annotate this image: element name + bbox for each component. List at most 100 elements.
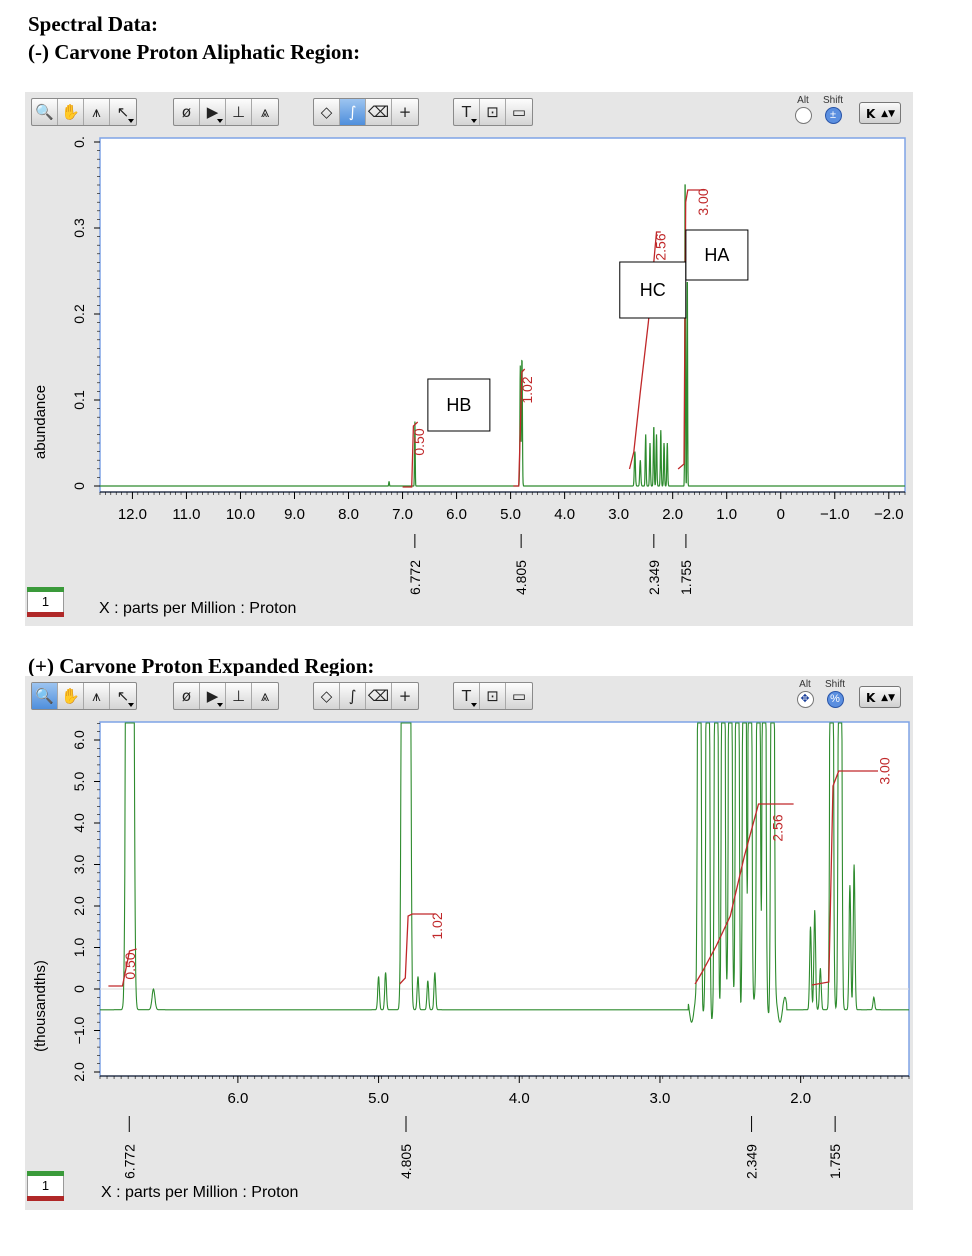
y-tick-label: 0.1: [71, 390, 87, 410]
y-tick-label: 3.0: [71, 855, 87, 875]
x-tick-label: 8.0: [338, 506, 359, 523]
peak-label: 1.755: [678, 560, 694, 595]
alt-modifier[interactable]: Alt ✥: [791, 679, 819, 708]
x-tick-label: 11.0: [172, 506, 200, 523]
baseline-icon[interactable]: ⊥: [226, 683, 252, 709]
peak-label: 2.349: [646, 560, 662, 595]
diamond-icon[interactable]: ◇: [314, 99, 340, 125]
k-selector[interactable]: K ▲▼: [859, 686, 901, 708]
x-tick-label: −1.0: [820, 506, 850, 523]
toolbar: 🔍 ✋ ⩚ ↖ ø ▶ ⊥ ⩓ ◇ ∫ ⌫ + T ⊡ ▭ Alt ✥ Shift % K ▲▼: [25, 676, 913, 712]
frame-icon[interactable]: ▭: [511, 103, 527, 121]
image-icon[interactable]: ⊡: [480, 99, 506, 125]
alt-modifier[interactable]: Alt: [789, 95, 817, 124]
crosshair-icon[interactable]: +: [398, 687, 412, 705]
frame-icon[interactable]: ▭: [511, 687, 527, 705]
peak-label: 4.805: [398, 1144, 414, 1179]
move-icon[interactable]: ✥: [796, 691, 814, 708]
arrow-icon[interactable]: ▶: [200, 683, 226, 709]
shift-label: Shift: [824, 679, 845, 690]
integral-curve: [513, 368, 526, 487]
annotation-box: [619, 261, 687, 319]
eraser-icon[interactable]: ⌫: [366, 683, 392, 709]
integral-label: 1.02: [519, 376, 535, 403]
hand-icon[interactable]: ✋: [58, 683, 84, 709]
arrow-icon[interactable]: ▶: [200, 99, 226, 125]
toolbar-group-3: ◇ ∫ ⌫ +: [313, 682, 419, 710]
peak-icon[interactable]: ⩚: [84, 99, 110, 125]
peak-pick-icon[interactable]: ⩓: [260, 103, 270, 121]
alt-circle-icon[interactable]: [794, 107, 812, 124]
y-tick-label: 5.0: [71, 772, 87, 792]
x-tick-label: 5.0: [368, 1090, 389, 1107]
hand-icon[interactable]: ✋: [58, 99, 84, 125]
y-axis-label: (thousandths): [32, 960, 49, 1052]
plot-frame: [99, 721, 910, 1077]
shift-label: Shift: [822, 95, 843, 106]
x-tick-label: 7.0: [392, 506, 413, 523]
x-tick-label: 6.0: [227, 1090, 248, 1107]
zoom-icon[interactable]: 🔍: [32, 683, 58, 709]
integral-label: 3.00: [876, 757, 892, 784]
text-icon[interactable]: T: [454, 683, 480, 709]
spectrum-trace: [100, 722, 909, 1023]
annotation-label: HC: [640, 280, 666, 300]
y-tick-label: 0: [71, 985, 87, 993]
integral-label: 2.56: [653, 233, 669, 260]
y-tick-label: −1.0: [71, 1016, 87, 1044]
pointer-icon[interactable]: ↖: [110, 683, 136, 709]
spectrum-plot-expanded[interactable]: 2.0 −1.0 0 1.0 2.0 3.0 4.0 5.0 6.0 (thousandths) 6…: [25, 676, 913, 1210]
integral-icon[interactable]: ∫: [340, 683, 366, 709]
y-tick-label: 6.0: [71, 730, 87, 750]
annotation-label: HB: [446, 395, 471, 415]
x-tick-label: −2.0: [874, 506, 904, 523]
y-tick-label: 0: [71, 482, 87, 490]
annotation-box: [685, 229, 749, 281]
baseline-icon[interactable]: ⊥: [226, 99, 252, 125]
x-tick-label: 0: [777, 506, 785, 523]
shift-modifier[interactable]: Shift ±: [819, 95, 847, 124]
layer-indicator[interactable]: 1: [27, 587, 64, 619]
alt-label: Alt: [797, 95, 809, 106]
peak-pick-icon[interactable]: ⩓: [260, 687, 270, 705]
x-axis-label: X : parts per Million : Proton: [101, 1184, 299, 1201]
peak-icon[interactable]: ⩚: [84, 683, 110, 709]
spectrum-panel-expanded: 🔍 ✋ ⩚ ↖ ø ▶ ⊥ ⩓ ◇ ∫ ⌫ + T ⊡ ▭ Alt ✥ Shift % K ▲▼ 2.…: [25, 676, 913, 1210]
eraser-icon[interactable]: ⌫: [366, 99, 392, 125]
toolbar-group-1: 🔍 ✋ ⩚ ↖: [31, 682, 137, 710]
crosshair-icon[interactable]: +: [398, 103, 412, 121]
x-tick-label: 9.0: [284, 506, 305, 523]
toolbar-group-2: ø ▶ ⊥ ⩓: [173, 98, 279, 126]
image-icon[interactable]: ⊡: [480, 683, 506, 709]
x-tick-label: 12.0: [118, 506, 147, 523]
k-selector[interactable]: K ▲▼: [859, 102, 901, 124]
y-tick-label: 0.2: [71, 304, 87, 324]
k-label: K: [866, 691, 876, 705]
peak-label: 6.772: [121, 1144, 137, 1179]
x-tick-label: 6.0: [446, 506, 467, 523]
annotation-label: HA: [704, 245, 729, 265]
null-icon[interactable]: ø: [174, 99, 200, 125]
null-icon[interactable]: ø: [174, 683, 200, 709]
percent-icon[interactable]: %: [826, 691, 844, 708]
peak-label: 4.805: [513, 560, 529, 595]
shift-modifier[interactable]: Shift %: [821, 679, 849, 708]
k-label: K: [866, 107, 876, 121]
pointer-icon[interactable]: ↖: [110, 99, 136, 125]
peak-label: 2.349: [744, 1144, 760, 1179]
text-icon[interactable]: T: [454, 99, 480, 125]
diamond-icon[interactable]: ◇: [314, 683, 340, 709]
layer-number: 1: [27, 1176, 64, 1196]
zoom-icon[interactable]: 🔍: [32, 99, 58, 125]
toolbar-group-2: ø ▶ ⊥ ⩓: [173, 682, 279, 710]
integral-curve: [402, 421, 419, 488]
layer-indicator[interactable]: 1: [27, 1171, 64, 1203]
spectrum-panel-aliphatic: 🔍 ✋ ⩚ ↖ ø ▶ ⊥ ⩓ ◇ ∫ ⌫ + T ⊡ ▭ Alt Shift ± K ▲▼ 0 0.1…: [25, 92, 913, 626]
y-tick-label: 4.0: [71, 813, 87, 833]
plus-minus-icon[interactable]: ±: [824, 107, 842, 124]
alt-label: Alt: [799, 679, 811, 690]
integral-icon[interactable]: ∫: [340, 99, 366, 125]
x-tick-label: 2.0: [662, 506, 683, 523]
toolbar-group-4: T ⊡ ▭: [453, 98, 533, 126]
